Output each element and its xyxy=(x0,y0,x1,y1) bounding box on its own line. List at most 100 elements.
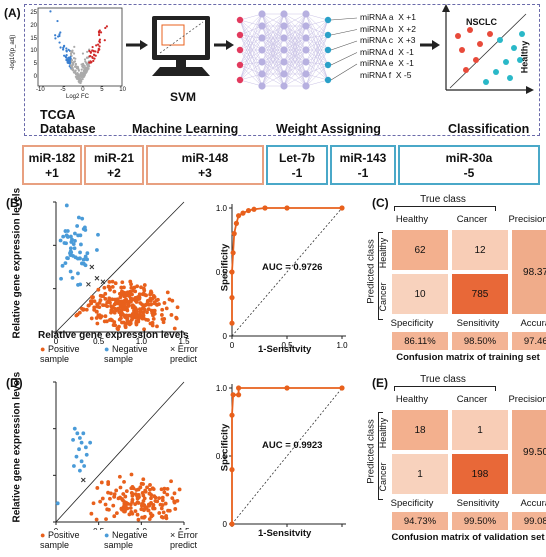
scatter-point xyxy=(163,501,168,506)
scatter-point xyxy=(141,493,146,498)
volcano-point xyxy=(92,59,95,62)
legend-positive: ● Positive sample xyxy=(40,530,80,550)
computer-icon xyxy=(152,16,210,76)
volcano-point xyxy=(74,69,77,73)
cm-cell: 1 xyxy=(452,410,508,450)
roc-point xyxy=(231,231,237,237)
volcano-point xyxy=(70,61,73,64)
scatter-point xyxy=(92,307,97,312)
volcano-point xyxy=(56,35,60,38)
roc-d-xlabel: 1-Sensitvity xyxy=(258,528,312,539)
volcano-point xyxy=(73,45,76,48)
scatter-point xyxy=(152,494,157,499)
x-tick-label: 0.5 xyxy=(281,341,293,350)
scatter-plot-d: 0 0.5 1.0 1.5 xyxy=(53,381,190,530)
col-header-healthy: Healthy xyxy=(395,394,429,405)
scatter-point xyxy=(125,290,130,295)
scatter-point xyxy=(170,298,175,303)
nn-node xyxy=(324,31,332,39)
nn-node xyxy=(236,76,244,84)
volcano-point xyxy=(105,25,108,28)
col-header-cancer: Cancer xyxy=(456,394,488,405)
volcano-xticks: -10 -5 0 5 10 xyxy=(36,87,126,93)
mirna-box: miR-30a -5 xyxy=(398,145,540,185)
volcano-point xyxy=(64,55,67,58)
volcano-point xyxy=(92,49,95,52)
volcano-point xyxy=(54,37,57,40)
scatter-point xyxy=(110,279,115,284)
roc-d-ylabel: Specificity xyxy=(219,423,231,472)
scatter-point xyxy=(115,297,120,302)
scatter-point xyxy=(84,307,89,312)
scatter-point xyxy=(61,234,66,239)
scatter-point xyxy=(122,302,127,307)
scatter-point xyxy=(139,285,143,290)
volcano-point xyxy=(66,60,69,63)
scatter-point xyxy=(121,492,126,496)
scatter-point xyxy=(74,454,79,459)
scatter-point xyxy=(107,279,112,284)
nn-node xyxy=(302,10,310,18)
scatter-point xyxy=(175,305,180,310)
roc-b-xlabel: 1-Sensitvity xyxy=(258,344,312,355)
scatter-point xyxy=(138,314,143,319)
scatter-point xyxy=(92,299,97,304)
class-point-nsclc xyxy=(487,31,493,37)
error-point xyxy=(94,275,100,281)
diagonal-line xyxy=(55,201,185,333)
row-header-healthy: Healthy xyxy=(378,237,388,269)
volcano-point xyxy=(85,56,89,59)
scatter-point xyxy=(95,248,99,252)
nn-node xyxy=(280,10,288,18)
scatter-point xyxy=(148,483,152,487)
panel-label-b: (B) xyxy=(6,196,23,210)
nn-node xyxy=(236,61,244,69)
scatter-point xyxy=(119,309,124,314)
stage-tcga: TCGA Database xyxy=(40,108,96,136)
roc-point xyxy=(230,250,236,256)
sensitivity-value: 99.50% xyxy=(452,512,508,530)
scatter-point xyxy=(123,323,128,328)
panel-a-frame xyxy=(24,4,540,136)
volcano-point xyxy=(71,69,75,72)
scatter-point xyxy=(73,231,77,236)
scatter-point xyxy=(118,304,123,309)
scatter-point xyxy=(78,282,83,287)
panel-label-e: (E) xyxy=(372,376,388,390)
scatter-point xyxy=(165,492,170,497)
panel-a-graphics xyxy=(37,4,534,94)
volcano-point xyxy=(98,29,101,32)
volcano-yticks: 25 20 15 10 5 0 xyxy=(30,10,37,80)
scatter-point xyxy=(106,490,110,495)
volcano-plot xyxy=(37,7,123,87)
nn-node xyxy=(258,22,266,30)
volcano-point xyxy=(81,62,85,66)
volcano-point xyxy=(78,75,81,79)
volcano-point xyxy=(83,75,86,78)
scatter-point xyxy=(138,485,143,490)
scatter-point xyxy=(65,256,69,260)
nn-node xyxy=(258,46,266,54)
scatter-point xyxy=(75,224,80,228)
nn-node xyxy=(236,16,244,24)
scatter-point xyxy=(133,502,138,507)
x-tick-label: 0.5 xyxy=(93,337,105,346)
scatter-point xyxy=(135,512,140,517)
nn-node xyxy=(302,34,310,42)
true-class-header: True class xyxy=(420,374,466,385)
volcano-point xyxy=(88,55,91,58)
scatter-point xyxy=(160,498,165,503)
col-header-healthy: Healthy xyxy=(395,214,429,225)
scatter-point xyxy=(107,285,112,290)
scatter-point xyxy=(117,317,122,322)
volcano-point xyxy=(83,73,87,76)
scatter-point xyxy=(149,492,154,497)
scatter-point xyxy=(82,464,87,468)
roc-point xyxy=(245,207,252,214)
scatter-point xyxy=(175,498,180,503)
scatter-point xyxy=(108,496,112,501)
volcano-point xyxy=(71,63,74,67)
volcano-point xyxy=(70,65,73,68)
volcano-point xyxy=(80,71,83,74)
volcano-point xyxy=(89,50,92,54)
